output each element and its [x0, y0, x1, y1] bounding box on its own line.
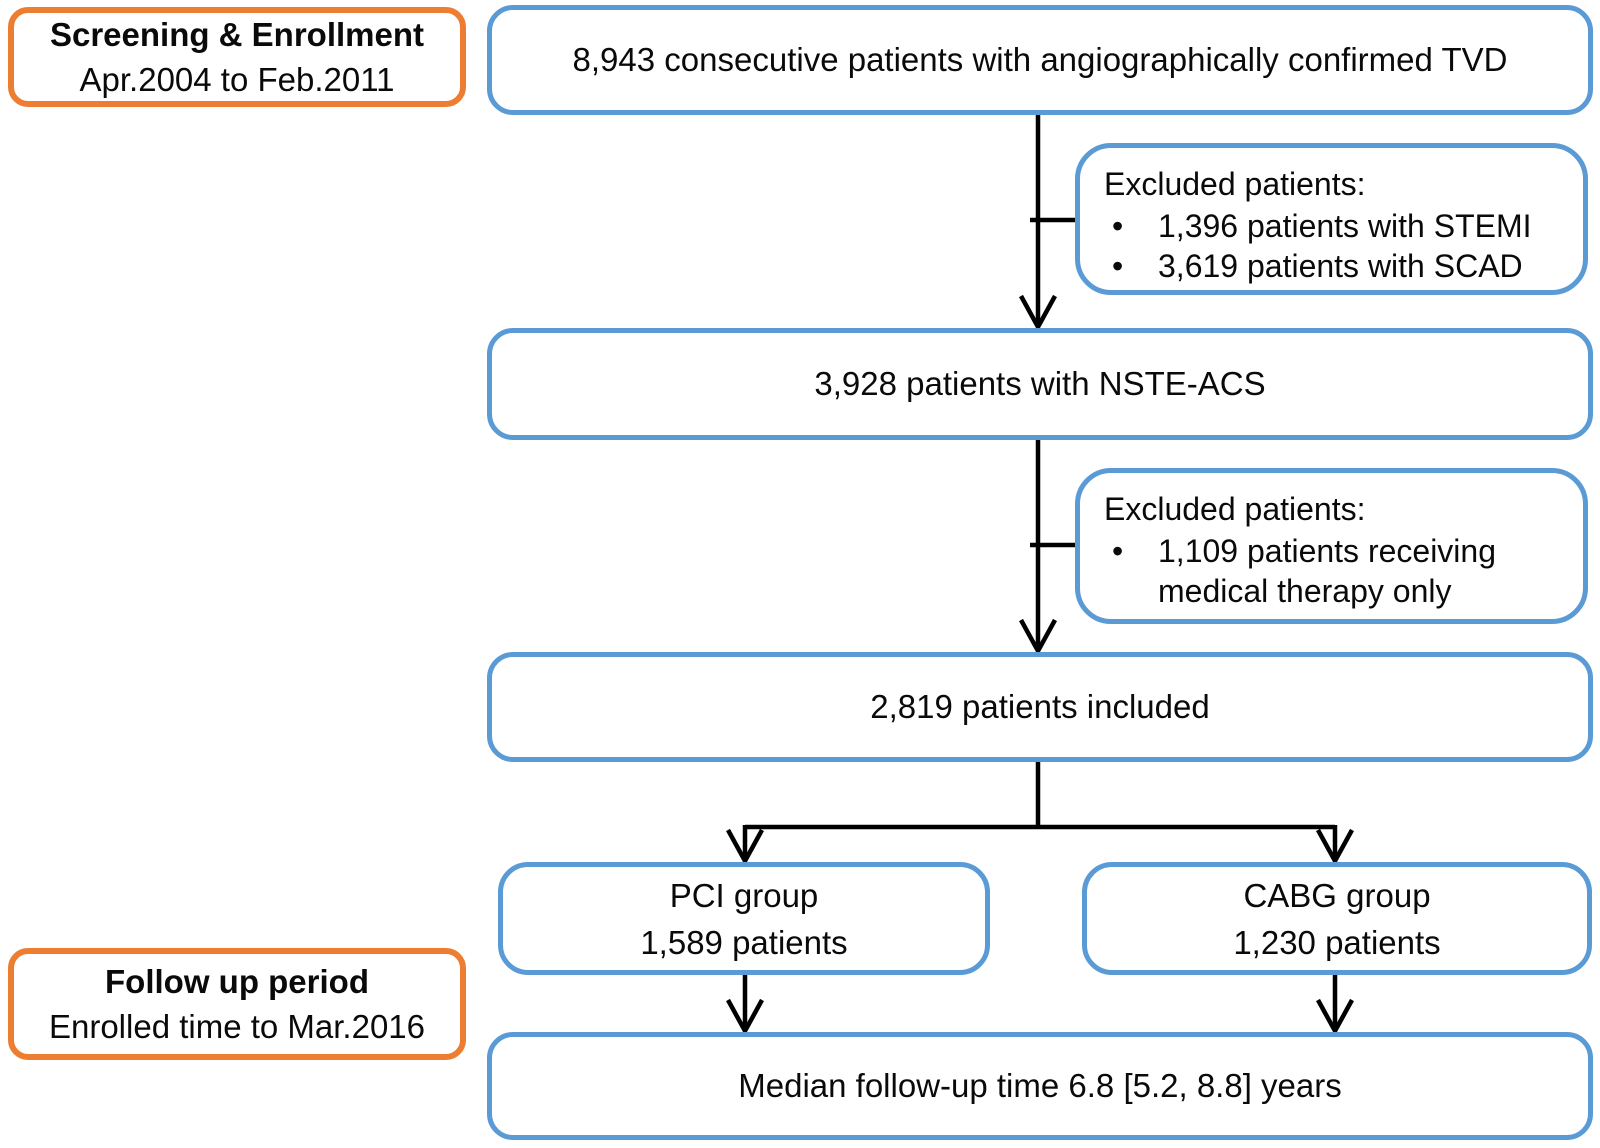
screening-period: Apr.2004 to Feb.2011 [79, 61, 395, 98]
exclusion-box-2: Excluded patients: • 1,109 patients rece… [1075, 468, 1588, 624]
bullet-icon: • [1112, 533, 1124, 569]
exclusion-1-header: Excluded patients: [1104, 166, 1366, 202]
pci-group-name: PCI group [669, 876, 819, 914]
bullet-icon: • [1112, 208, 1124, 244]
exclusion-2-header: Excluded patients: [1104, 491, 1366, 527]
cabg-group-count: 1,230 patients [1233, 923, 1441, 961]
arrow-cabg-to-median-head [1316, 998, 1354, 1036]
node-screened-patients: 8,943 consecutive patients with angiogra… [487, 5, 1593, 115]
exclusion-2-item: • 1,109 patients receiving medical thera… [1104, 531, 1563, 611]
node-cabg-group: CABG group 1,230 patients [1082, 862, 1592, 975]
bullet-icon: • [1112, 248, 1124, 284]
followup-period: Enrolled time to Mar.2016 [48, 1008, 426, 1045]
screening-enrollment-label: Screening & Enrollment Apr.2004 to Feb.2… [8, 7, 466, 107]
node-pci-group: PCI group 1,589 patients [498, 862, 990, 975]
pci-group-count: 1,589 patients [640, 923, 848, 961]
exclusion-1-item-text: 3,619 patients with SCAD [1158, 248, 1523, 284]
exclusion-2-item-text: 1,109 patients receiving medical therapy… [1158, 533, 1496, 609]
arrow-branch-to-pci-head [726, 828, 764, 866]
screening-title: Screening & Enrollment [49, 16, 425, 53]
nste-acs-text: 3,928 patients with NSTE-ACS [814, 365, 1266, 402]
arrow-screened-to-nste-head [1019, 294, 1057, 332]
cabg-group-name: CABG group [1243, 876, 1431, 914]
exclusion-1-item: • 1,396 patients with STEMI [1104, 206, 1563, 246]
node-included-patients: 2,819 patients included [487, 652, 1593, 762]
node-median-followup: Median follow-up time 6.8 [5.2, 8.8] yea… [487, 1032, 1593, 1140]
followup-title: Follow up period [105, 963, 369, 1000]
node-nste-acs: 3,928 patients with NSTE-ACS [487, 328, 1593, 440]
included-patients-text: 2,819 patients included [870, 688, 1210, 725]
screened-patients-text: 8,943 consecutive patients with angiogra… [572, 41, 1508, 78]
median-followup-text: Median follow-up time 6.8 [5.2, 8.8] yea… [738, 1067, 1342, 1104]
arrow-pci-to-median-head [726, 998, 764, 1036]
exclusion-1-item: • 3,619 patients with SCAD [1104, 246, 1563, 286]
followup-period-label: Follow up period Enrolled time to Mar.20… [8, 948, 466, 1060]
arrow-nste-to-included-head [1019, 618, 1057, 656]
arrow-branch-to-cabg-head [1316, 828, 1354, 866]
exclusion-1-item-text: 1,396 patients with STEMI [1158, 208, 1532, 244]
exclusion-box-1: Excluded patients: • 1,396 patients with… [1075, 143, 1588, 295]
